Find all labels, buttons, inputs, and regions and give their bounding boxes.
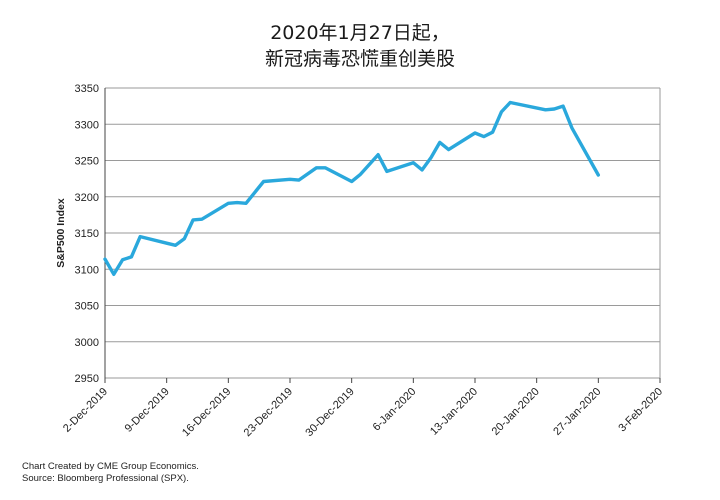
x-tick-label: 23-Dec-2019	[242, 386, 295, 439]
x-tick-label: 13-Jan-2020	[428, 386, 480, 438]
x-tick-label: 9-Dec-2019	[123, 386, 172, 435]
y-tick-label: 3350	[75, 83, 99, 95]
x-tick-label: 6-Jan-2020	[371, 386, 419, 434]
grid-lines	[104, 87, 661, 379]
y-axis-ticks: 2950 3000 3050 3100 3150 3200 3250 3300 3350	[75, 83, 99, 385]
x-tick-label: 27-Jan-2020	[551, 386, 603, 438]
chart-title: 2020年1月27日起，	[270, 22, 450, 44]
y-tick-label: 3050	[75, 301, 99, 313]
y-tick-label: 3000	[75, 337, 99, 349]
y-tick-label: 3300	[75, 119, 99, 131]
y-tick-label: 3250	[75, 156, 99, 168]
y-axis-label: S&P500 Index	[55, 198, 67, 268]
y-tick-label: 2950	[75, 373, 99, 385]
x-axis-ticks: 2-Dec-2019 9-Dec-2019 16-Dec-2019 23-Dec-20…	[61, 378, 665, 439]
x-tick-label: 20-Jan-2020	[490, 386, 542, 438]
x-tick-label: 2-Dec-2019	[61, 386, 110, 435]
chart-footer: Chart Created by CME Group Economics. So…	[22, 461, 199, 485]
x-tick-label: 3-Feb-2020	[616, 386, 665, 435]
y-tick-label: 3100	[75, 264, 99, 276]
series-line	[103, 100, 600, 276]
chart-title-block: 2020年1月27日起， 新冠病毒恐慌重创美股	[0, 20, 720, 72]
y-tick-label: 3150	[75, 228, 99, 240]
footer-credit: Chart Created by CME Group Economics.	[22, 461, 199, 472]
y-tick-label: 3200	[75, 192, 99, 204]
footer-source: Source: Bloomberg Professional (SPX).	[22, 473, 189, 484]
chart-subtitle: 新冠病毒恐慌重创美股	[264, 48, 455, 70]
x-tick-label: 16-Dec-2019	[180, 386, 233, 439]
series-lines	[103, 100, 600, 276]
x-tick-label: 30-Dec-2019	[303, 386, 356, 439]
